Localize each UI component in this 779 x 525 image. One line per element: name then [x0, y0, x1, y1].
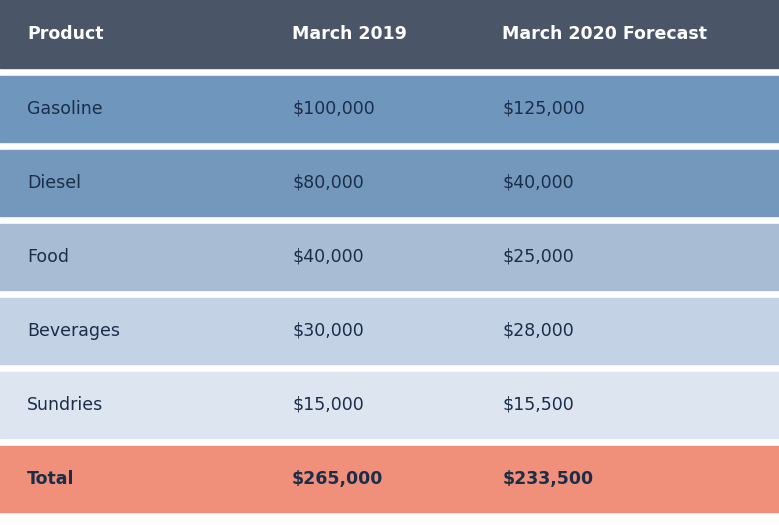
Bar — [0, 372, 779, 438]
Bar — [0, 446, 779, 512]
Text: $25,000: $25,000 — [502, 248, 574, 266]
Text: March 2019: March 2019 — [292, 25, 407, 43]
Text: Sundries: Sundries — [27, 396, 104, 414]
Text: $15,000: $15,000 — [292, 396, 364, 414]
Bar — [0, 298, 779, 364]
Text: Total: Total — [27, 470, 75, 488]
Text: $40,000: $40,000 — [292, 248, 364, 266]
Text: $15,500: $15,500 — [502, 396, 574, 414]
Bar — [0, 224, 779, 290]
Bar — [0, 150, 779, 216]
Text: $30,000: $30,000 — [292, 322, 364, 340]
Text: Product: Product — [27, 25, 104, 43]
Text: $40,000: $40,000 — [502, 174, 574, 192]
Text: $125,000: $125,000 — [502, 100, 585, 118]
Text: Gasoline: Gasoline — [27, 100, 103, 118]
Text: Beverages: Beverages — [27, 322, 120, 340]
Text: $80,000: $80,000 — [292, 174, 364, 192]
Text: Diesel: Diesel — [27, 174, 81, 192]
Bar — [0, 0, 779, 68]
Text: $28,000: $28,000 — [502, 322, 574, 340]
Text: $100,000: $100,000 — [292, 100, 375, 118]
Text: Food: Food — [27, 248, 69, 266]
Bar — [0, 76, 779, 142]
Text: $265,000: $265,000 — [292, 470, 383, 488]
Text: March 2020 Forecast: March 2020 Forecast — [502, 25, 707, 43]
Text: $233,500: $233,500 — [502, 470, 594, 488]
